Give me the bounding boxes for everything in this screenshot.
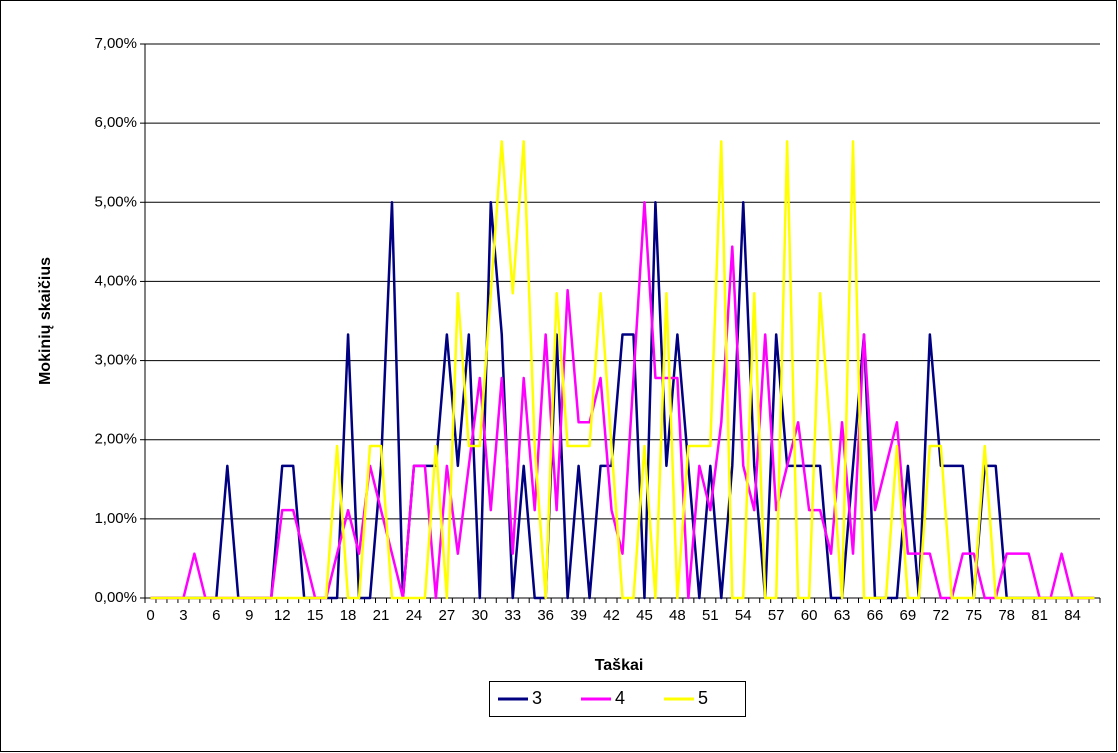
x-tick-label: 42	[603, 607, 620, 624]
legend-box	[489, 681, 746, 717]
series-line	[150, 201, 1095, 600]
x-tick-label: 33	[504, 607, 521, 624]
y-tick-label: 5,00%	[94, 193, 137, 210]
x-tick-label: 69	[900, 607, 917, 624]
x-axis-label: Taškai	[595, 657, 644, 674]
x-tick-label: 57	[768, 607, 785, 624]
x-tick-label: 63	[834, 607, 851, 624]
legend-label: 3	[532, 688, 542, 708]
y-tick-label: 0,00%	[94, 589, 137, 606]
y-tick-label: 4,00%	[94, 272, 137, 289]
x-tick-label: 54	[735, 607, 752, 624]
x-tick-label: 84	[1064, 607, 1081, 624]
y-tick-label: 7,00%	[94, 35, 137, 52]
x-tick-label: 24	[406, 607, 423, 624]
x-tick-label: 12	[274, 607, 291, 624]
x-tick-label: 81	[1031, 607, 1048, 624]
x-tick-label: 18	[340, 607, 357, 624]
y-tick-label: 2,00%	[94, 431, 137, 448]
legend-label: 5	[698, 688, 708, 708]
x-tick-label: 21	[373, 607, 390, 624]
y-axis-label: Mokinių skaičius	[37, 257, 54, 385]
x-tick-label: 75	[965, 607, 982, 624]
x-tick-label: 15	[307, 607, 324, 624]
x-tick-label: 27	[439, 607, 456, 624]
x-tick-label: 60	[801, 607, 818, 624]
x-tick-label: 0	[146, 607, 154, 624]
x-tick-label: 3	[179, 607, 187, 624]
x-tick-label: 30	[471, 607, 488, 624]
x-tick-label: 9	[245, 607, 253, 624]
x-tick-label: 66	[867, 607, 884, 624]
series-line	[150, 140, 1095, 600]
legend-label: 4	[615, 688, 625, 708]
x-tick-label: 72	[932, 607, 949, 624]
y-tick-label: 3,00%	[94, 352, 137, 369]
x-tick-label: 45	[636, 607, 653, 624]
y-tick-label: 1,00%	[94, 510, 137, 527]
x-tick-label: 51	[702, 607, 719, 624]
x-tick-label: 48	[669, 607, 686, 624]
x-tick-label: 39	[570, 607, 587, 624]
x-tick-label: 78	[998, 607, 1015, 624]
x-tick-label: 6	[212, 607, 220, 624]
y-tick-label: 6,00%	[94, 114, 137, 131]
x-tick-label: 36	[537, 607, 554, 624]
